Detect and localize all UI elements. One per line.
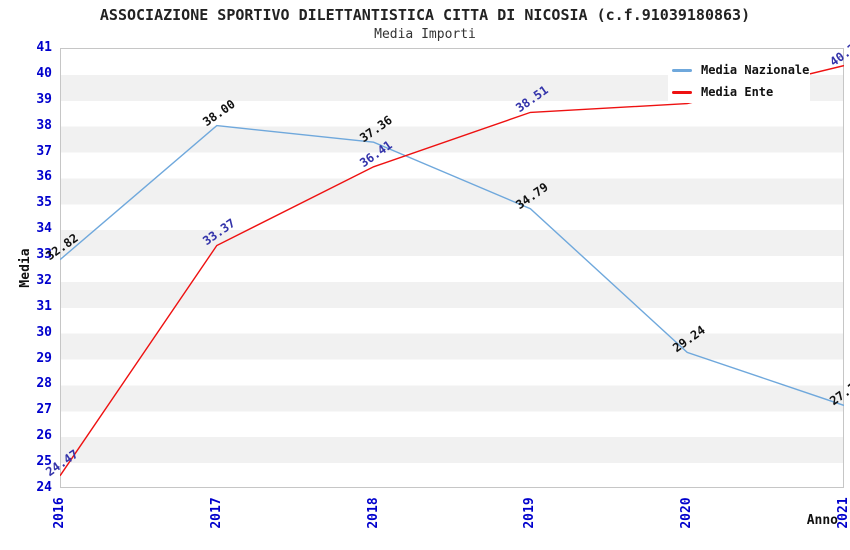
y-tick-label: 30: [36, 324, 52, 340]
line-series-svg: [60, 64, 844, 477]
legend-line-swatch-icon: [672, 90, 692, 94]
y-tick-label: 24: [36, 480, 52, 495]
y-tick-label: 29: [36, 350, 52, 366]
y-tick-label: 36: [36, 169, 52, 185]
y-tick-label: 28: [36, 376, 52, 392]
y-tick-label: 27: [36, 402, 52, 418]
x-tick-label: 2020: [679, 497, 695, 529]
series-line-media-ente: [60, 64, 844, 477]
chart-subtitle: Media Importi: [374, 27, 476, 42]
y-axis-title: Media: [18, 248, 33, 288]
y-tick-label: 25: [36, 454, 52, 470]
y-tick-label: 32: [36, 272, 52, 288]
plot-area: [60, 48, 844, 488]
legend-label: Media Ente: [701, 85, 774, 99]
y-tick-label: 37: [36, 143, 52, 159]
y-tick-label: 33: [36, 247, 52, 263]
x-tick-label: 2018: [365, 497, 381, 529]
legend-label: Media Nazionale: [701, 63, 810, 77]
x-tick-label: 2021: [836, 497, 850, 529]
y-tick-label: 35: [36, 195, 52, 211]
y-tick-label: 38: [36, 117, 52, 133]
x-tick-label: 2019: [522, 497, 538, 529]
y-tick-label: 41: [36, 40, 52, 55]
chart-title: ASSOCIAZIONE SPORTIVO DILETTANTISTICA CI…: [99, 6, 751, 24]
y-tick-label: 31: [36, 298, 52, 314]
y-tick-label: 40: [36, 65, 52, 81]
x-tick-label: 2016: [52, 497, 67, 529]
legend: Media Nazionale Media Ente: [668, 56, 810, 103]
y-tick-label: 34: [36, 221, 52, 237]
legend-item-media-nazionale: Media Nazionale: [672, 59, 810, 81]
x-tick-label: 2017: [208, 497, 224, 529]
legend-line-swatch-icon: [672, 68, 692, 72]
series-line-media-nazionale: [60, 124, 844, 407]
y-tick-label: 39: [36, 91, 52, 107]
legend-item-media-ente: Media Ente: [672, 81, 810, 103]
y-tick-label: 26: [36, 428, 52, 444]
x-axis-title: Anno: [806, 513, 838, 528]
